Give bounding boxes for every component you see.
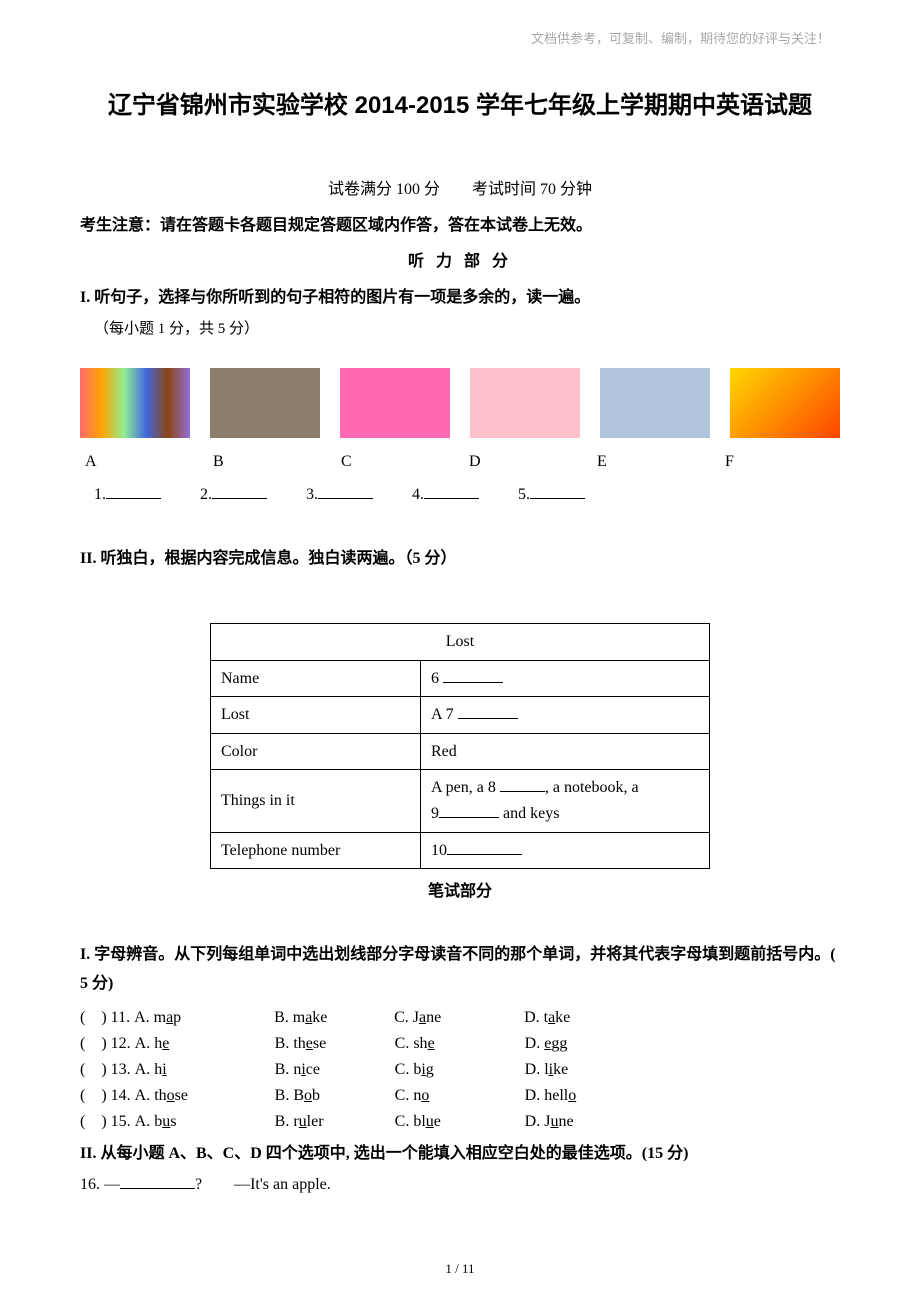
written-section-header: 笔试部分 [80,877,840,901]
blank-4-label: 4. [412,486,424,503]
table-header: Lost [211,624,710,661]
blank-2-label: 2. [200,486,212,503]
option-image-e [600,368,710,438]
row-things-value: A pen, a 8 , a notebook, a 9 and keys [421,770,710,832]
label-b: B [213,453,323,471]
table-header-row: Lost [211,624,710,661]
label-d: D [469,453,579,471]
blank-2[interactable] [212,483,267,499]
blank-3-label: 3. [306,486,318,503]
answer-blanks-row: 1. 2. 3. 4. 5. [80,483,840,504]
blank-1-label: 1. [94,486,106,503]
label-a: A [85,453,195,471]
section-I-title: I. 听句子，选择与你所听到的句子相符的图片有一项是多余的，读一遍。 [80,283,840,307]
row-things-label: Things in it [211,770,421,832]
table-row: Name 6 [211,660,710,697]
option-image-c [340,368,450,438]
exam-notice: 考生注意：请在答题卡各题目规定答题区域内作答，答在本试卷上无效。 [80,211,840,235]
blank-9[interactable] [439,802,499,818]
image-labels-row: A B C D E F [80,453,840,471]
phonetics-row-11: ( ) 11. A. mapB. makeC. JaneD. take [80,1009,840,1027]
option-image-f [730,368,840,438]
row-lost-value: A 7 [421,697,710,734]
blank-q16[interactable] [120,1173,195,1189]
table-row: Color Red [211,733,710,770]
blank-8[interactable] [500,776,545,792]
row-phone-value: 10 [421,832,710,869]
phonetics-title: I. 字母辨音。从下列每组单词中选出划线部分字母读音不同的那个单词，并将其代表字… [80,941,840,999]
table-row: Things in it A pen, a 8 , a notebook, a … [211,770,710,832]
row-name-value: 6 [421,660,710,697]
section-I-note: （每小题 1 分，共 5 分） [94,317,840,338]
blank-3[interactable] [318,483,373,499]
row-color-value: Red [421,733,710,770]
image-options-row [80,368,840,438]
blank-1[interactable] [106,483,161,499]
row-phone-label: Telephone number [211,832,421,869]
option-image-d [470,368,580,438]
label-f: F [725,453,835,471]
row-lost-label: Lost [211,697,421,734]
section-II-listen-title: II. 听独白，根据内容完成信息。独白读两遍。（5 分） [80,544,840,568]
blank-4[interactable] [424,483,479,499]
watermark-text: 文档供参考，可复制、编制，期待您的好评与关注！ [531,28,830,47]
option-image-a [80,368,190,438]
score-time-info: 试卷满分 100 分 考试时间 70 分钟 [80,175,840,199]
phonetics-row-15: ( ) 15. A. busB. rulerC. blueD. June [80,1113,840,1131]
label-c: C [341,453,451,471]
question-16: 16. —? —It's an apple. [80,1173,840,1194]
lost-info-table: Lost Name 6 Lost A 7 Color Red Things in… [210,623,710,869]
section-II-written-title: II. 从每小题 A、B、C、D 四个选项中, 选出一个能填入相应空白处的最佳选… [80,1139,840,1163]
phonetics-row-12: ( ) 12. A. heB. theseC. sheD. egg [80,1035,840,1053]
page-number: 1 / 11 [0,1261,920,1277]
table-row: Telephone number 10 [211,832,710,869]
document-title: 辽宁省锦州市实验学校 2014-2015 学年七年级上学期期中英语试题 [80,85,840,120]
row-color-label: Color [211,733,421,770]
blank-7[interactable] [458,703,518,719]
phonetics-row-13: ( ) 13. A. hiB. niceC. bigD. like [80,1061,840,1079]
phonetics-row-14: ( ) 14. A. thoseB. BobC. noD. hello [80,1087,840,1105]
row-name-label: Name [211,660,421,697]
blank-10[interactable] [447,839,522,855]
listening-section-header: 听 力 部 分 [80,247,840,271]
blank-5-label: 5. [518,486,530,503]
option-image-b [210,368,320,438]
blank-6[interactable] [443,667,503,683]
blank-5[interactable] [530,483,585,499]
table-row: Lost A 7 [211,697,710,734]
label-e: E [597,453,707,471]
